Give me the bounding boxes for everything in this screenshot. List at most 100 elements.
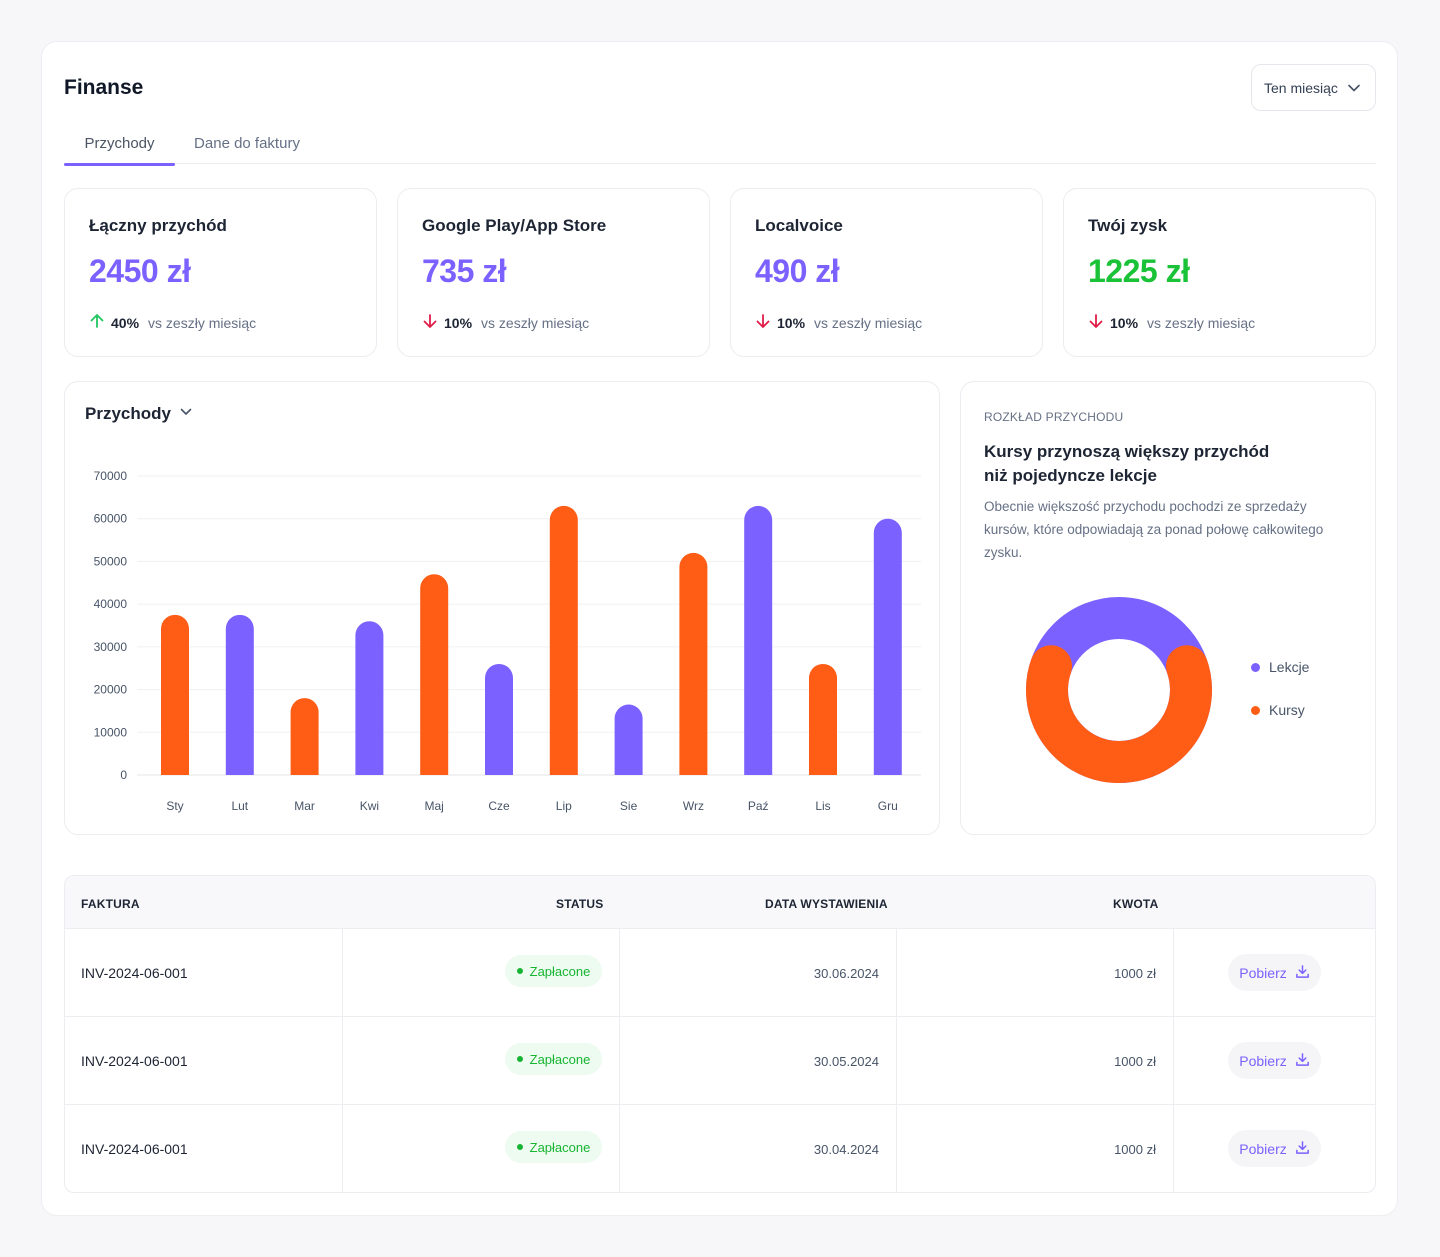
download-label: Pobierz [1239, 964, 1287, 981]
stat-trend: 40% vs zeszły miesiąc [89, 313, 256, 332]
status-badge: Zapłacone [505, 1043, 602, 1075]
status-badge: Zapłacone [505, 1131, 602, 1163]
download-icon [1295, 1052, 1310, 1070]
legend-label: Lekcje [1269, 659, 1310, 675]
y-tick-label: 70000 [94, 469, 128, 483]
arrow-down-icon [422, 313, 438, 332]
x-tick-label: Lip [556, 799, 572, 813]
tab-dane-do-faktury[interactable]: Dane do faktury [175, 122, 319, 164]
x-tick-label: Wrz [683, 799, 704, 813]
bar-lis[interactable] [809, 663, 837, 775]
status-label: Zapłacone [529, 963, 591, 979]
stat-card-total-revenue: Łączny przychód 2450 zł 40% vs zeszły mi… [64, 188, 377, 357]
stat-label: Google Play/App Store [422, 216, 607, 235]
distribution-description: Obecnie większość przychodu pochodzi ze … [984, 499, 1324, 560]
status-dot [516, 1056, 523, 1062]
column-divider [1173, 929, 1174, 1017]
y-tick-label: 50000 [94, 554, 128, 568]
revenue-distribution-panel: ROZKŁAD PRZYCHODU Kursy przynoszą większ… [960, 381, 1376, 835]
bar-sie[interactable] [614, 704, 643, 775]
download-label: Pobierz [1239, 1140, 1287, 1157]
bar-lip[interactable] [549, 505, 578, 775]
bar-lut[interactable] [225, 614, 254, 775]
invoice-date: 30.06.2024 [813, 966, 879, 981]
y-tick-label: 30000 [94, 640, 128, 654]
distribution-kicker: ROZKŁAD PRZYCHODU [984, 410, 1124, 424]
bar-wrz[interactable] [679, 552, 708, 775]
tab-przychody[interactable]: Przychody [64, 122, 175, 166]
invoice-id: INV-2024-06-001 [81, 1141, 188, 1157]
download-button[interactable]: Pobierz [1228, 1130, 1321, 1167]
stat-trend-text: vs zeszły miesiąc [481, 314, 590, 331]
revenue-donut-chart [1026, 597, 1212, 783]
stat-card-profit: Twój zysk 1225 zł 10% vs zeszły miesiąc [1063, 188, 1376, 357]
stat-trend-text: vs zeszły miesiąc [148, 314, 257, 331]
column-divider [896, 1105, 897, 1192]
x-tick-label: Maj [425, 799, 444, 813]
tab-active-indicator [64, 163, 175, 166]
chart-title: Przychody [85, 404, 171, 423]
stat-trend-pct: 10% [1110, 314, 1139, 331]
download-button[interactable]: Pobierz [1228, 1042, 1321, 1079]
stat-trend-text: vs zeszły miesiąc [814, 314, 923, 331]
x-tick-label: Kwi [360, 799, 379, 813]
column-divider [342, 1105, 343, 1192]
column-divider [896, 1017, 897, 1105]
period-select[interactable]: Ten miesiąc [1251, 64, 1376, 111]
x-tick-label: Paź [748, 799, 769, 813]
column-divider [342, 929, 343, 1017]
stat-trend: 10% vs zeszły miesiąc [755, 313, 922, 332]
legend-dot [1251, 662, 1260, 672]
chevron-down-icon [1347, 81, 1361, 98]
stat-value: 2450 zł [89, 253, 191, 289]
status-dot [516, 1144, 523, 1150]
column-divider [1173, 1017, 1174, 1105]
legend-dot [1251, 705, 1260, 715]
column-divider [1173, 1105, 1174, 1192]
y-tick-label: 0 [120, 768, 127, 782]
stat-value: 1225 zł [1088, 253, 1190, 289]
column-divider [896, 929, 897, 1017]
donut-slice-kursy[interactable] [1026, 645, 1212, 783]
column-header-date: DATA WYSTAWIENIA [765, 897, 888, 911]
arrow-down-icon [1088, 313, 1104, 332]
column-divider [619, 1105, 620, 1192]
bar-sty[interactable] [161, 614, 189, 775]
stat-trend: 10% vs zeszły miesiąc [422, 313, 589, 332]
chevron-down-icon [179, 404, 193, 424]
bar-cze[interactable] [485, 663, 513, 775]
x-tick-label: Cze [488, 799, 510, 813]
column-header-invoice: FAKTURA [81, 897, 140, 911]
stat-trend-pct: 10% [777, 314, 806, 331]
status-badge: Zapłacone [505, 955, 602, 987]
column-divider [342, 1017, 343, 1105]
tab-label: Dane do faktury [194, 134, 300, 152]
tab-label: Przychody [84, 134, 155, 152]
x-tick-label: Gru [878, 799, 898, 813]
column-header-amount: KWOTA [1113, 897, 1159, 911]
revenue-chart-panel: Przychody 0 10000 20000 30000 40000 50000 6000… [64, 381, 940, 835]
bar-paź[interactable] [744, 505, 773, 775]
download-button[interactable]: Pobierz [1228, 954, 1321, 991]
chart-metric-select[interactable]: Przychody [85, 404, 193, 424]
legend-item-kursy: Kursy [1251, 702, 1305, 718]
revenue-bar-chart: 0 10000 20000 30000 40000 50000 60000 70000 Sty L… [94, 469, 921, 813]
bar-maj[interactable] [420, 574, 449, 775]
tab-bar: Przychody Dane do faktury [64, 122, 1376, 166]
bar-kwi[interactable] [355, 621, 384, 775]
stat-label: Twój zysk [1088, 216, 1168, 235]
invoice-date: 30.05.2024 [813, 1054, 879, 1069]
stat-value: 735 zł [422, 253, 507, 289]
legend-item-lekcje: Lekcje [1251, 659, 1309, 675]
legend-label: Kursy [1269, 702, 1305, 718]
stat-trend-pct: 10% [444, 314, 473, 331]
table-row: INV-2024-06-001 Zapłacone 30.06.2024 100… [65, 929, 1375, 1017]
x-tick-label: Sie [620, 799, 638, 813]
stat-card-store: Google Play/App Store 735 zł 10% vs zesz… [397, 188, 710, 357]
bar-mar[interactable] [290, 698, 319, 775]
status-label: Zapłacone [529, 1139, 591, 1155]
bar-gru[interactable] [873, 518, 902, 775]
column-divider [619, 929, 620, 1017]
y-tick-label: 10000 [94, 725, 128, 739]
status-dot [516, 968, 523, 974]
